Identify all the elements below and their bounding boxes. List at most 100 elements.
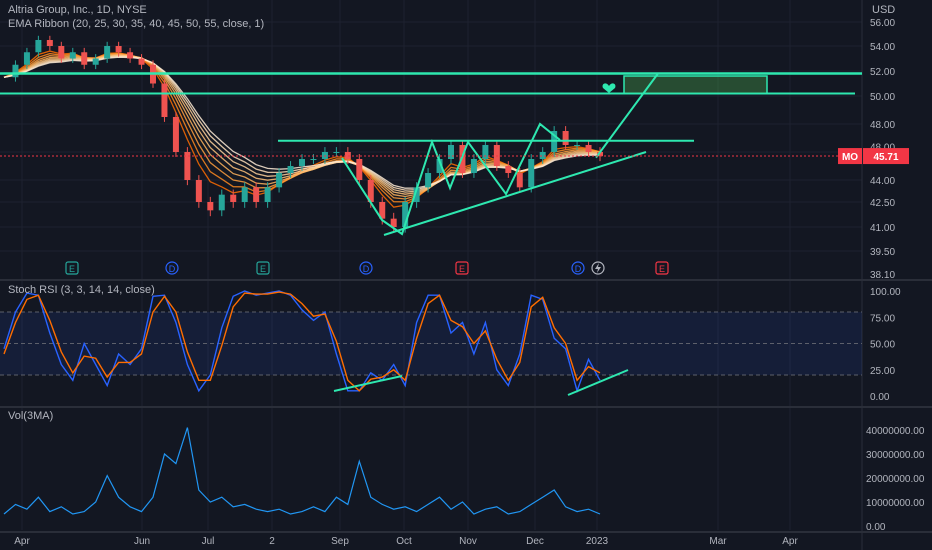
- breakout-projection-line: [595, 72, 659, 159]
- dividend-marker-circle: [571, 261, 585, 275]
- symbol-tag: [838, 148, 862, 165]
- candles[interactable]: [12, 35, 603, 233]
- candle-body: [287, 166, 294, 173]
- event-marker-label: D: [575, 264, 582, 274]
- flash-icon: [591, 261, 605, 275]
- candle-body: [448, 145, 454, 159]
- stoch-tick-label: 25.00: [870, 366, 895, 377]
- candle-body: [46, 40, 53, 46]
- candle-body: [12, 64, 19, 78]
- price-badge: MO 45.71: [0, 148, 909, 165]
- price-tick-label-partial: 48.00: [870, 142, 895, 153]
- candle-body: [218, 194, 225, 211]
- stoch-rsi-pane[interactable]: [0, 290, 862, 396]
- candle-body: [241, 187, 248, 202]
- stoch-k-line: [3, 290, 601, 394]
- volume-tick-label: 10000000.00: [866, 498, 925, 509]
- event-marker-1: D: [165, 261, 179, 275]
- candle-body: [574, 145, 581, 146]
- candle-body: [425, 173, 432, 188]
- ascending-support-line: [383, 151, 647, 236]
- stoch-tick-label: 50.00: [870, 340, 895, 351]
- candle-body: [230, 194, 237, 202]
- candle-body: [539, 152, 546, 159]
- x-tick-label: Apr: [14, 536, 30, 547]
- price-tick-label: 48.00: [870, 120, 895, 131]
- earnings-marker-box: [256, 261, 270, 275]
- candle-body: [482, 145, 489, 159]
- ema-line-30: [3, 53, 601, 200]
- volume-tick-label: 40000000.00: [866, 426, 925, 437]
- price-tick-label: 44.00: [870, 176, 895, 187]
- candle-body: [127, 52, 134, 59]
- price-tag: [863, 148, 909, 165]
- candle-body: [253, 187, 260, 202]
- stoch-d-line: [3, 291, 601, 392]
- dividend-marker-circle: [359, 261, 373, 275]
- dividend-marker-circle: [165, 261, 179, 275]
- candle-body: [413, 187, 420, 202]
- event-marker-0: E: [65, 261, 79, 275]
- x-tick-label: Sep: [331, 536, 349, 547]
- flash-icon-bolt: [595, 263, 601, 273]
- x-tick-label: Jun: [134, 536, 150, 547]
- candle-body: [390, 218, 397, 227]
- price-tag-label: 45.71: [873, 152, 898, 163]
- volume-pane[interactable]: [3, 427, 601, 515]
- volume-tick-label: 30000000.00: [866, 450, 925, 461]
- stoch-divergence-line: [333, 375, 403, 392]
- candle-body: [161, 83, 168, 117]
- candle-body: [321, 152, 328, 159]
- symbol-title: Altria Group, Inc., 1D, NYSE: [8, 4, 147, 16]
- stoch-tick-label: 75.00: [870, 313, 895, 324]
- candle-body: [344, 152, 351, 159]
- candle-body: [333, 152, 340, 153]
- event-marker-5: D: [571, 261, 585, 275]
- candle-body: [402, 202, 409, 227]
- ema-line-35: [3, 53, 601, 198]
- target-zone: [623, 75, 768, 95]
- stoch-tick-label: 100.00: [870, 287, 901, 298]
- x-tick-label: Nov: [459, 536, 477, 547]
- price-tick-label: 52.00: [870, 67, 895, 78]
- earnings-marker-box: [455, 261, 469, 275]
- price-tick-label: 50.00: [870, 92, 895, 103]
- candle-body: [92, 58, 99, 65]
- heart-icon: [602, 83, 616, 93]
- candle-body: [516, 173, 523, 188]
- x-tick-label: Mar: [709, 536, 727, 547]
- volume-legend[interactable]: Vol(3MA): [8, 410, 54, 422]
- candle-body: [493, 145, 500, 166]
- candle-body: [115, 46, 122, 53]
- x-tick-label: 2: [269, 536, 275, 547]
- x-tick-label: Dec: [526, 536, 544, 547]
- grid: [0, 0, 862, 530]
- event-marker-4: E: [455, 261, 469, 275]
- ema-ribbon-legend[interactable]: EMA Ribbon (20, 25, 30, 35, 40, 45, 50, …: [8, 18, 265, 30]
- candle-body: [264, 187, 271, 202]
- event-marker-label: E: [260, 264, 266, 274]
- earnings-marker-box: [655, 261, 669, 275]
- candle-body: [195, 180, 202, 202]
- candle-body: [562, 131, 569, 145]
- candle-body: [436, 159, 443, 173]
- price-tick-label: 41.00: [870, 223, 895, 234]
- stoch-divergence-line: [567, 369, 629, 396]
- trendlines[interactable]: [0, 72, 862, 236]
- flash-icon-circle: [591, 261, 605, 275]
- y-axis[interactable]: 56.00 54.00 52.00 50.00 48.00 44.00 42.50 41.00…: [866, 18, 925, 533]
- volume-tick-label: 0.00: [866, 522, 886, 533]
- event-marker-2: E: [256, 261, 270, 275]
- price-tick-label: 39.50: [870, 247, 895, 258]
- x-axis[interactable]: Apr Jun Jul 2 Sep Oct Nov Dec 2023 Mar Apr: [14, 536, 798, 547]
- event-marker-3: D: [359, 261, 373, 275]
- stoch-rsi-legend[interactable]: Stoch RSI (3, 3, 14, 14, close): [8, 284, 155, 296]
- stoch-tick-label: 0.00: [870, 392, 890, 403]
- candle-body: [23, 52, 30, 65]
- event-marker-label: E: [69, 264, 75, 274]
- symbol-tag-label: MO: [842, 152, 858, 163]
- candle-body: [528, 159, 535, 188]
- candle-body: [69, 52, 76, 59]
